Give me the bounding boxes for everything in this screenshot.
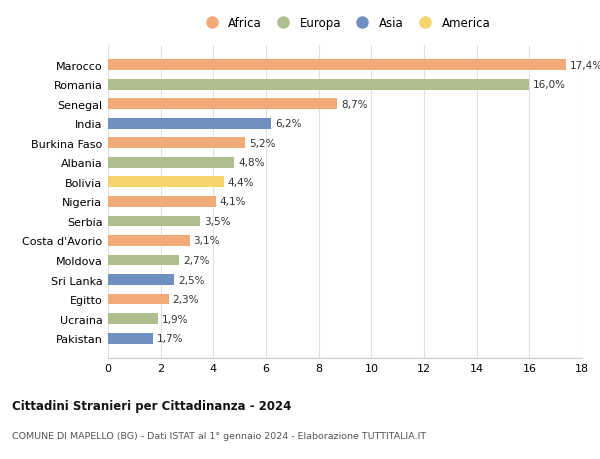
- Text: 17,4%: 17,4%: [570, 61, 600, 70]
- Bar: [108, 333, 153, 344]
- Legend: Africa, Europa, Asia, America: Africa, Europa, Asia, America: [197, 14, 493, 32]
- Text: 4,1%: 4,1%: [220, 197, 247, 207]
- Text: 4,4%: 4,4%: [228, 178, 254, 187]
- Bar: [108, 99, 337, 110]
- Bar: [108, 60, 566, 71]
- Text: 1,7%: 1,7%: [157, 334, 183, 343]
- Text: 3,5%: 3,5%: [204, 217, 230, 226]
- Bar: [108, 196, 216, 207]
- Text: 1,9%: 1,9%: [162, 314, 188, 324]
- Bar: [108, 255, 179, 266]
- Bar: [108, 79, 529, 90]
- Bar: [108, 294, 169, 305]
- Text: 2,3%: 2,3%: [173, 295, 199, 304]
- Text: COMUNE DI MAPELLO (BG) - Dati ISTAT al 1° gennaio 2024 - Elaborazione TUTTITALIA: COMUNE DI MAPELLO (BG) - Dati ISTAT al 1…: [12, 431, 426, 441]
- Bar: [108, 235, 190, 246]
- Bar: [108, 157, 235, 168]
- Bar: [108, 313, 158, 325]
- Text: 8,7%: 8,7%: [341, 100, 368, 109]
- Bar: [108, 274, 174, 285]
- Text: Cittadini Stranieri per Cittadinanza - 2024: Cittadini Stranieri per Cittadinanza - 2…: [12, 399, 292, 412]
- Text: 6,2%: 6,2%: [275, 119, 302, 129]
- Text: 2,7%: 2,7%: [183, 256, 209, 265]
- Bar: [108, 118, 271, 129]
- Bar: [108, 177, 224, 188]
- Bar: [108, 138, 245, 149]
- Text: 3,1%: 3,1%: [194, 236, 220, 246]
- Text: 4,8%: 4,8%: [238, 158, 265, 168]
- Bar: [108, 216, 200, 227]
- Text: 2,5%: 2,5%: [178, 275, 204, 285]
- Text: 16,0%: 16,0%: [533, 80, 566, 90]
- Text: 5,2%: 5,2%: [249, 139, 275, 148]
